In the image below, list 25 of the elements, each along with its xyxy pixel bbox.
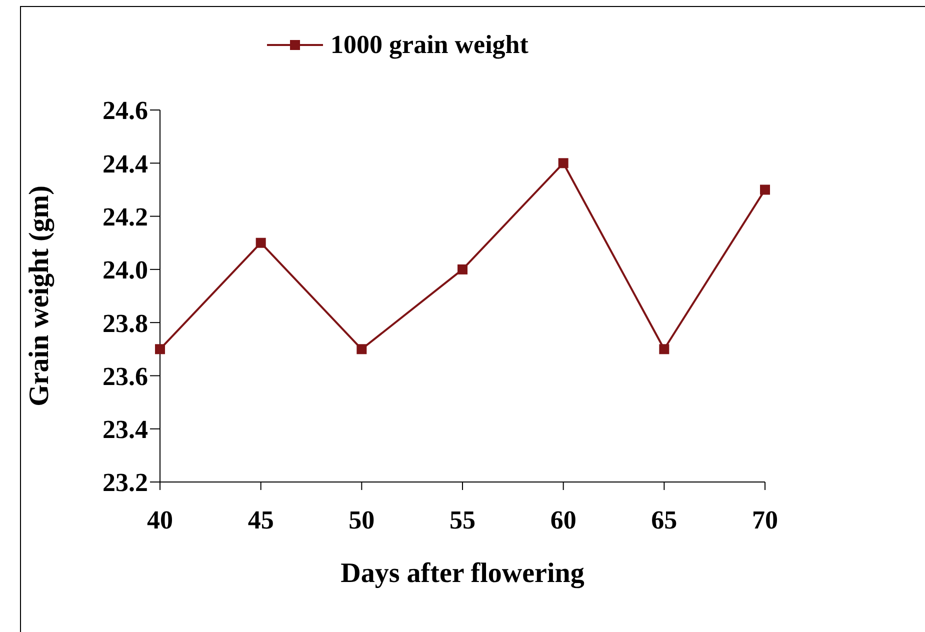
x-tick-label: 40 [147, 505, 173, 534]
y-tick-label: 24.6 [102, 96, 148, 126]
x-tick-label: 65 [651, 505, 678, 534]
point [458, 264, 468, 274]
point [256, 238, 266, 248]
x-tick-label: 70 [752, 505, 778, 534]
point [356, 344, 367, 354]
y-tick-label: 24.0 [102, 256, 148, 285]
y-tick-label: 24.4 [102, 149, 148, 178]
y-tick-label: 23.8 [102, 308, 148, 338]
x-tick-label: 45 [248, 505, 274, 534]
x-tick-label: 50 [348, 505, 375, 534]
x-tick-label: 60 [550, 505, 576, 534]
point [155, 344, 165, 354]
point [558, 158, 568, 168]
y-tick-label: 23.6 [102, 362, 148, 391]
legend-label: 1000 grain weight [330, 30, 528, 60]
x-axis-title: Days after flowering [340, 558, 584, 589]
y-tick-label: 24.2 [102, 202, 148, 232]
point [760, 184, 770, 195]
x-tick-label: 55 [450, 505, 476, 534]
y-axis-title: Grain weight (gm) [24, 186, 55, 406]
y-tick-label: 23.2 [102, 468, 148, 498]
y-tick-label: 23.4 [102, 415, 148, 444]
point [659, 344, 670, 354]
